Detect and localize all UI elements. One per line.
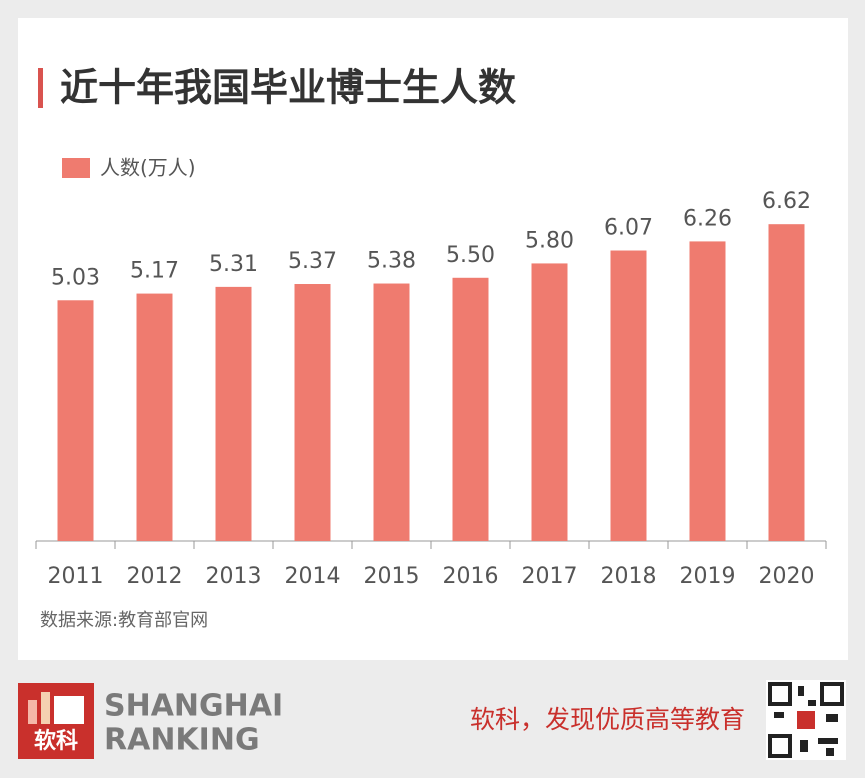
data-label: 5.37 — [288, 249, 337, 274]
data-label: 5.17 — [130, 259, 179, 284]
chart-title: 近十年我国毕业博士生人数 — [60, 66, 516, 110]
logo-text: 软科 — [34, 728, 78, 754]
data-label: 5.80 — [525, 228, 574, 253]
data-label: 6.07 — [604, 216, 653, 241]
qr-finder — [820, 682, 844, 706]
slogan: 软科，发现优质高等教育 — [470, 705, 745, 734]
bar — [531, 263, 568, 541]
data-label: 5.38 — [367, 249, 416, 274]
brand-name: RANKING — [104, 723, 260, 758]
x-tick-label: 2013 — [206, 564, 262, 589]
x-tick-label: 2019 — [680, 564, 736, 589]
qr-finder — [768, 682, 792, 706]
logo-bar — [28, 700, 37, 724]
qr-center — [797, 711, 815, 729]
bar — [57, 300, 94, 541]
bar — [136, 293, 173, 541]
bar — [610, 250, 647, 541]
bar — [215, 286, 252, 541]
x-tick-label: 2011 — [48, 564, 104, 589]
x-tick-label: 2012 — [127, 564, 183, 589]
bar — [294, 284, 331, 541]
qr-finder — [768, 734, 792, 758]
bar — [768, 224, 805, 541]
qr-code — [766, 680, 846, 760]
brand-logo: 软科 — [18, 683, 94, 759]
qr-module — [826, 748, 834, 756]
legend-swatch — [62, 158, 90, 178]
x-tick-label: 2015 — [364, 564, 420, 589]
source-note: 数据来源:教育部官网 — [40, 610, 208, 631]
data-label: 5.50 — [446, 243, 495, 268]
qr-module — [800, 740, 808, 752]
data-label: 6.62 — [762, 189, 811, 214]
qr-module — [808, 700, 816, 706]
qr-module — [774, 712, 784, 718]
bar — [452, 277, 489, 541]
x-tick-label: 2018 — [601, 564, 657, 589]
logo-bar — [41, 692, 50, 724]
qr-module — [826, 714, 838, 722]
data-label: 5.31 — [209, 252, 258, 277]
brand-name: SHANGHAI — [104, 689, 283, 724]
logo-bar — [54, 696, 84, 724]
bar — [689, 241, 726, 541]
legend-label: 人数(万人) — [100, 156, 196, 180]
bar — [373, 283, 410, 541]
x-tick-label: 2020 — [759, 564, 815, 589]
x-tick-label: 2016 — [443, 564, 499, 589]
qr-module — [798, 686, 804, 696]
x-tick-label: 2017 — [522, 564, 578, 589]
x-tick-label: 2014 — [285, 564, 341, 589]
data-label: 5.03 — [51, 265, 100, 290]
qr-module — [818, 738, 838, 744]
data-label: 6.26 — [683, 206, 732, 231]
title-accent — [38, 68, 43, 108]
